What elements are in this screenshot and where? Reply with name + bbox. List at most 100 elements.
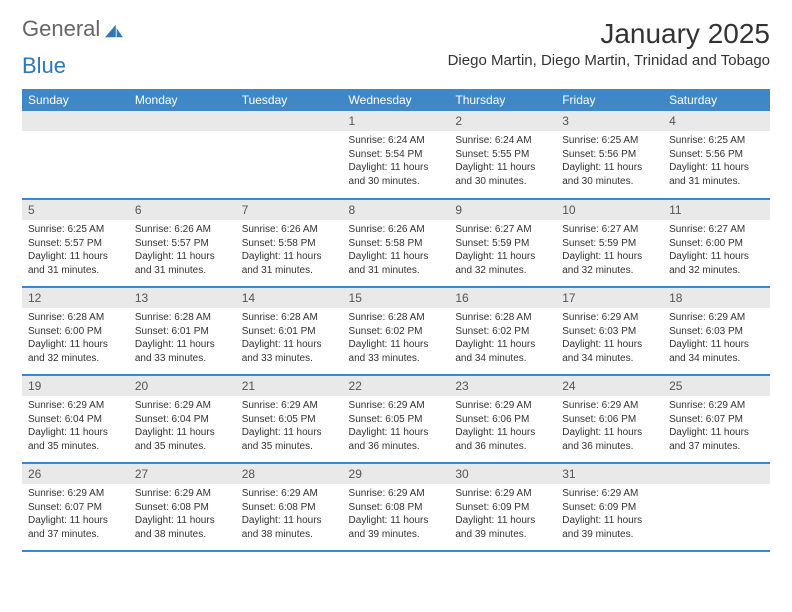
- sunset-line: Sunset: 6:07 PM: [669, 413, 764, 427]
- day-details: Sunrise: 6:28 AMSunset: 6:00 PMDaylight:…: [22, 308, 129, 371]
- day-details: Sunrise: 6:26 AMSunset: 5:58 PMDaylight:…: [236, 220, 343, 283]
- sunset-line: Sunset: 5:54 PM: [349, 148, 444, 162]
- sunset-line: Sunset: 6:04 PM: [135, 413, 230, 427]
- sunset-line: Sunset: 6:03 PM: [669, 325, 764, 339]
- calendar-day-cell: 29Sunrise: 6:29 AMSunset: 6:08 PMDayligh…: [343, 463, 450, 551]
- sunrise-line: Sunrise: 6:29 AM: [562, 311, 657, 325]
- calendar-day-cell: 5Sunrise: 6:25 AMSunset: 5:57 PMDaylight…: [22, 199, 129, 287]
- daylight-line: Daylight: 11 hours and 33 minutes.: [135, 338, 230, 365]
- daylight-line: Daylight: 11 hours and 38 minutes.: [135, 514, 230, 541]
- sunset-line: Sunset: 6:08 PM: [349, 501, 444, 515]
- calendar-table: SundayMondayTuesdayWednesdayThursdayFrid…: [22, 89, 770, 552]
- calendar-day-cell: 22Sunrise: 6:29 AMSunset: 6:05 PMDayligh…: [343, 375, 450, 463]
- day-number: 30: [449, 464, 556, 484]
- calendar-day-cell: [22, 111, 129, 199]
- daylight-line: Daylight: 11 hours and 32 minutes.: [455, 250, 550, 277]
- calendar-day-cell: 30Sunrise: 6:29 AMSunset: 6:09 PMDayligh…: [449, 463, 556, 551]
- day-number: 10: [556, 200, 663, 220]
- sunrise-line: Sunrise: 6:27 AM: [562, 223, 657, 237]
- weekday-header: Thursday: [449, 89, 556, 111]
- calendar-day-cell: 12Sunrise: 6:28 AMSunset: 6:00 PMDayligh…: [22, 287, 129, 375]
- sunrise-line: Sunrise: 6:28 AM: [242, 311, 337, 325]
- sunrise-line: Sunrise: 6:25 AM: [28, 223, 123, 237]
- calendar-day-cell: 28Sunrise: 6:29 AMSunset: 6:08 PMDayligh…: [236, 463, 343, 551]
- daylight-line: Daylight: 11 hours and 38 minutes.: [242, 514, 337, 541]
- sunset-line: Sunset: 6:01 PM: [242, 325, 337, 339]
- daylight-line: Daylight: 11 hours and 31 minutes.: [242, 250, 337, 277]
- daylight-line: Daylight: 11 hours and 34 minutes.: [669, 338, 764, 365]
- sunset-line: Sunset: 6:08 PM: [135, 501, 230, 515]
- calendar-day-cell: [236, 111, 343, 199]
- calendar-day-cell: 10Sunrise: 6:27 AMSunset: 5:59 PMDayligh…: [556, 199, 663, 287]
- day-details: Sunrise: 6:29 AMSunset: 6:08 PMDaylight:…: [343, 484, 450, 547]
- calendar-day-cell: 23Sunrise: 6:29 AMSunset: 6:06 PMDayligh…: [449, 375, 556, 463]
- weekday-header-row: SundayMondayTuesdayWednesdayThursdayFrid…: [22, 89, 770, 111]
- calendar-day-cell: 16Sunrise: 6:28 AMSunset: 6:02 PMDayligh…: [449, 287, 556, 375]
- day-details: Sunrise: 6:29 AMSunset: 6:07 PMDaylight:…: [22, 484, 129, 547]
- day-details: Sunrise: 6:27 AMSunset: 5:59 PMDaylight:…: [449, 220, 556, 283]
- day-details: Sunrise: 6:29 AMSunset: 6:09 PMDaylight:…: [449, 484, 556, 547]
- day-number: 22: [343, 376, 450, 396]
- sunrise-line: Sunrise: 6:29 AM: [28, 399, 123, 413]
- day-details: Sunrise: 6:27 AMSunset: 6:00 PMDaylight:…: [663, 220, 770, 283]
- sunset-line: Sunset: 6:01 PM: [135, 325, 230, 339]
- day-details: Sunrise: 6:29 AMSunset: 6:04 PMDaylight:…: [129, 396, 236, 459]
- daylight-line: Daylight: 11 hours and 39 minutes.: [562, 514, 657, 541]
- calendar-day-cell: 11Sunrise: 6:27 AMSunset: 6:00 PMDayligh…: [663, 199, 770, 287]
- day-number: 25: [663, 376, 770, 396]
- sunrise-line: Sunrise: 6:29 AM: [562, 487, 657, 501]
- day-number: 31: [556, 464, 663, 484]
- day-number: 12: [22, 288, 129, 308]
- sunset-line: Sunset: 5:59 PM: [455, 237, 550, 251]
- month-title: January 2025: [448, 18, 770, 50]
- day-number: 6: [129, 200, 236, 220]
- day-details: Sunrise: 6:25 AMSunset: 5:57 PMDaylight:…: [22, 220, 129, 283]
- daylight-line: Daylight: 11 hours and 30 minutes.: [562, 161, 657, 188]
- day-number: 27: [129, 464, 236, 484]
- daylight-line: Daylight: 11 hours and 30 minutes.: [455, 161, 550, 188]
- day-number-empty: [663, 464, 770, 484]
- calendar-week-row: 12Sunrise: 6:28 AMSunset: 6:00 PMDayligh…: [22, 287, 770, 375]
- sunrise-line: Sunrise: 6:29 AM: [562, 399, 657, 413]
- sunrise-line: Sunrise: 6:29 AM: [455, 399, 550, 413]
- sunset-line: Sunset: 6:02 PM: [455, 325, 550, 339]
- sunset-line: Sunset: 6:05 PM: [349, 413, 444, 427]
- day-details: Sunrise: 6:28 AMSunset: 6:01 PMDaylight:…: [236, 308, 343, 371]
- daylight-line: Daylight: 11 hours and 35 minutes.: [242, 426, 337, 453]
- day-number: 7: [236, 200, 343, 220]
- sunset-line: Sunset: 6:08 PM: [242, 501, 337, 515]
- day-number: 1: [343, 111, 450, 131]
- daylight-line: Daylight: 11 hours and 32 minutes.: [562, 250, 657, 277]
- day-details: Sunrise: 6:28 AMSunset: 6:02 PMDaylight:…: [449, 308, 556, 371]
- sunset-line: Sunset: 6:03 PM: [562, 325, 657, 339]
- day-details: Sunrise: 6:24 AMSunset: 5:54 PMDaylight:…: [343, 131, 450, 194]
- calendar-day-cell: 7Sunrise: 6:26 AMSunset: 5:58 PMDaylight…: [236, 199, 343, 287]
- sunset-line: Sunset: 6:00 PM: [28, 325, 123, 339]
- daylight-line: Daylight: 11 hours and 35 minutes.: [28, 426, 123, 453]
- weekday-header: Wednesday: [343, 89, 450, 111]
- sunset-line: Sunset: 5:57 PM: [28, 237, 123, 251]
- calendar-day-cell: 9Sunrise: 6:27 AMSunset: 5:59 PMDaylight…: [449, 199, 556, 287]
- calendar-day-cell: 8Sunrise: 6:26 AMSunset: 5:58 PMDaylight…: [343, 199, 450, 287]
- sunrise-line: Sunrise: 6:29 AM: [28, 487, 123, 501]
- calendar-day-cell: 15Sunrise: 6:28 AMSunset: 6:02 PMDayligh…: [343, 287, 450, 375]
- day-number-empty: [22, 111, 129, 131]
- sunset-line: Sunset: 6:09 PM: [562, 501, 657, 515]
- daylight-line: Daylight: 11 hours and 37 minutes.: [28, 514, 123, 541]
- day-number: 26: [22, 464, 129, 484]
- sunset-line: Sunset: 6:02 PM: [349, 325, 444, 339]
- weekday-header: Tuesday: [236, 89, 343, 111]
- day-details: Sunrise: 6:26 AMSunset: 5:57 PMDaylight:…: [129, 220, 236, 283]
- day-number: 13: [129, 288, 236, 308]
- sunrise-line: Sunrise: 6:24 AM: [455, 134, 550, 148]
- day-details: Sunrise: 6:29 AMSunset: 6:04 PMDaylight:…: [22, 396, 129, 459]
- sunrise-line: Sunrise: 6:29 AM: [135, 487, 230, 501]
- day-number: 14: [236, 288, 343, 308]
- daylight-line: Daylight: 11 hours and 31 minutes.: [349, 250, 444, 277]
- daylight-line: Daylight: 11 hours and 39 minutes.: [455, 514, 550, 541]
- calendar-day-cell: 19Sunrise: 6:29 AMSunset: 6:04 PMDayligh…: [22, 375, 129, 463]
- weekday-header: Friday: [556, 89, 663, 111]
- daylight-line: Daylight: 11 hours and 36 minutes.: [455, 426, 550, 453]
- sunset-line: Sunset: 5:58 PM: [242, 237, 337, 251]
- day-details: Sunrise: 6:29 AMSunset: 6:08 PMDaylight:…: [129, 484, 236, 547]
